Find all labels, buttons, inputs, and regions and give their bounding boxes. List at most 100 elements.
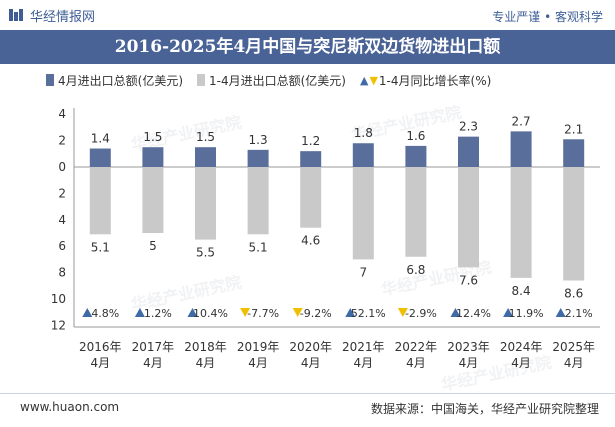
bar-cumulative: [563, 167, 585, 281]
y-tick-label: 4: [58, 107, 66, 121]
data-label-monthly: 1.6: [406, 129, 425, 143]
x-tick-label: 2025年: [552, 340, 595, 354]
tagline: 专业严谨 • 客观科学: [492, 10, 603, 24]
brand-logo-icon: [9, 9, 23, 21]
x-tick-label: 2020年: [289, 340, 332, 354]
y-tick-label: 0: [58, 160, 66, 174]
data-label-monthly: 1.4: [91, 132, 110, 146]
y-tick-label: 2: [58, 134, 66, 148]
growth-label: 10.4%: [193, 307, 228, 320]
data-label-cumulative: 5.1: [249, 240, 268, 254]
x-tick-label: 2019年: [237, 340, 280, 354]
growth-label: -2.9%: [405, 307, 437, 320]
growth-up-triangle: [82, 308, 93, 317]
growth-up-triangle: [450, 308, 461, 317]
bar-monthly: [510, 131, 532, 167]
y-tick-label: 6: [58, 239, 66, 253]
growth-down-triangle: [397, 308, 408, 317]
legend-item-cumulative: 1-4月进出口总额(亿美元): [197, 72, 346, 89]
data-label-monthly: 1.5: [143, 130, 162, 144]
legend: 4月进出口总额(亿美元) 1-4月进出口总额(亿美元) ▲ ▼ 1-4月同比增长…: [46, 72, 505, 88]
data-label-cumulative: 7: [359, 265, 367, 279]
growth-up-triangle: [555, 308, 566, 317]
bar-monthly: [195, 147, 216, 167]
bar-cumulative: [405, 167, 427, 257]
legend-label-growth: 1-4月同比增长率(%): [378, 73, 492, 88]
data-label-cumulative: 5: [149, 239, 157, 253]
legend-item-monthly: 4月进出口总额(亿美元): [46, 72, 183, 89]
y-tick-label: 8: [58, 266, 66, 280]
title-bar: 2016-2025年4月中国与突尼斯双边货物进出口额: [0, 30, 615, 64]
x-tick-label: 4月: [406, 356, 426, 370]
legend-swatch-light: [197, 74, 205, 86]
brand: 华经情报网: [8, 6, 96, 25]
data-label-monthly: 1.5: [196, 130, 215, 144]
x-tick-label: 2016年: [79, 340, 122, 354]
x-tick-label: 4月: [90, 356, 110, 370]
bar-cumulative: [247, 167, 269, 235]
bar-monthly: [563, 139, 585, 167]
growth-label: -9.2%: [300, 307, 332, 320]
y-tick-label: 2: [58, 186, 66, 200]
bar-monthly: [300, 151, 322, 167]
bar-cumulative: [89, 167, 111, 235]
growth-up-triangle: [503, 308, 514, 317]
growth-label: 1.2%: [144, 307, 172, 320]
x-tick-label: 4月: [511, 356, 531, 370]
x-tick-label: 2017年: [132, 340, 175, 354]
growth-up-triangle: [345, 308, 356, 317]
bar-monthly: [458, 136, 479, 167]
data-label-monthly: 2.7: [512, 114, 531, 128]
top-bar: 华经情报网 专业严谨 • 客观科学: [0, 0, 615, 30]
legend-item-growth: ▲ ▼ 1-4月同比增长率(%): [360, 72, 491, 89]
x-tick-label: 4月: [301, 356, 321, 370]
data-label-monthly: 1.8: [354, 126, 373, 140]
x-tick-label: 2024年: [500, 340, 543, 354]
growth-up-triangle: [187, 308, 198, 317]
data-label-monthly: 1.2: [301, 134, 320, 148]
y-tick-label: 12: [51, 318, 66, 332]
legend-swatch-dark: [46, 74, 54, 86]
x-tick-label: 4月: [196, 356, 216, 370]
bar-monthly: [142, 147, 164, 167]
data-label-monthly: 2.1: [564, 122, 583, 136]
x-tick-label: 4月: [248, 356, 268, 370]
growth-label: 4.8%: [91, 307, 119, 320]
brand-name: 华经情报网: [30, 9, 96, 25]
footer-divider: [0, 393, 615, 394]
bar-monthly: [352, 143, 374, 167]
growth-down-triangle: [240, 308, 251, 317]
y-tick-label: 4: [58, 213, 66, 227]
chart-title: 2016-2025年4月中国与突尼斯双边货物进出口额: [114, 37, 501, 57]
x-tick-label: 4月: [353, 356, 373, 370]
bar-cumulative: [458, 167, 479, 268]
x-tick-label: 2023年: [447, 340, 490, 354]
x-tick-label: 4月: [143, 356, 163, 370]
x-tick-label: 4月: [459, 356, 479, 370]
bar-cumulative: [142, 167, 164, 233]
up-triangle-icon: ▲: [359, 73, 369, 87]
data-label-cumulative: 6.8: [406, 263, 425, 277]
data-label-cumulative: 8.6: [564, 287, 583, 301]
x-tick-label: 2021年: [342, 340, 385, 354]
bar-monthly: [247, 149, 269, 167]
growth-label: 2.1%: [565, 307, 593, 320]
footer-source: 数据来源：中国海关，华经产业研究院整理: [370, 402, 599, 416]
growth-up-triangle: [134, 308, 145, 317]
data-label-monthly: 1.3: [249, 133, 268, 147]
growth-label: 11.9%: [509, 307, 544, 320]
bar-monthly: [89, 148, 111, 167]
growth-label: 52.1%: [351, 307, 386, 320]
down-triangle-icon: ▼: [369, 73, 378, 87]
data-label-cumulative: 8.4: [512, 284, 531, 298]
bar-cumulative: [195, 167, 216, 240]
x-tick-label: 2022年: [395, 340, 438, 354]
legend-label-monthly: 4月进出口总额(亿美元): [58, 73, 183, 88]
x-tick-label: 4月: [564, 356, 584, 370]
x-tick-label: 2018年: [184, 340, 227, 354]
data-label-cumulative: 4.6: [301, 234, 320, 248]
growth-down-triangle: [292, 308, 303, 317]
data-label-monthly: 2.3: [459, 120, 478, 134]
bar-cumulative: [510, 167, 532, 278]
legend-label-cumulative: 1-4月进出口总额(亿美元): [209, 73, 346, 88]
